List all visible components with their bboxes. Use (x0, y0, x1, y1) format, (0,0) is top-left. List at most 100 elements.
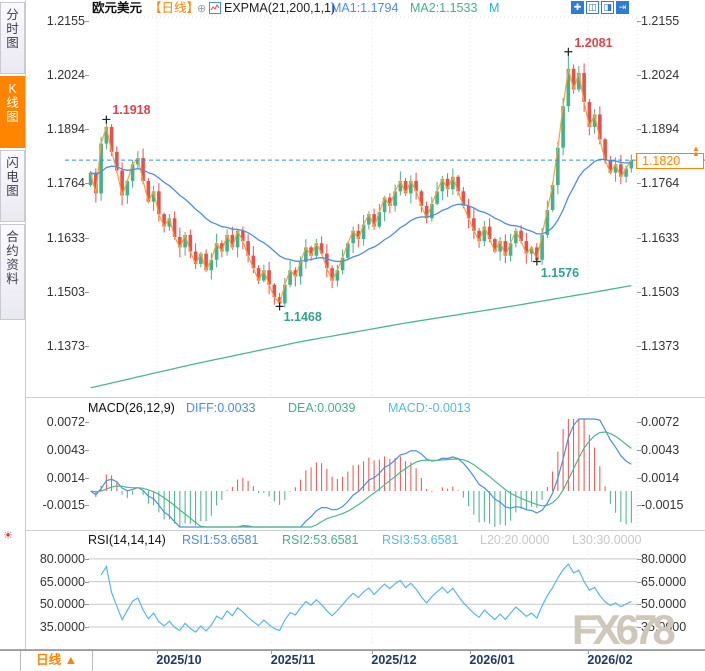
chart-toolbar: ✚ ◫ ◨ ⇥ (571, 1, 629, 14)
macd-axis-label: 0.0043 (641, 442, 680, 457)
macd-axis-label: 0.0014 (46, 470, 85, 485)
pan-right-icon[interactable]: ⇥ (616, 1, 629, 14)
axis-tick (637, 449, 641, 451)
axis-tick (85, 422, 89, 424)
price-annotation: 1.1468 (283, 310, 322, 325)
price-axis-label: 1.2024 (641, 68, 680, 83)
date-axis-label: 2025/10 (156, 653, 202, 667)
sidebar-tab-4[interactable]: 合约资料 (0, 224, 25, 320)
sidebar-tab-label: 分时图 (6, 8, 19, 50)
candlestick-chart-icon[interactable] (209, 2, 221, 17)
chart-type-sidebar: 分时图 K线图闪电图合约资料 ☀ (0, 0, 26, 671)
axis-tick (637, 422, 641, 424)
period-selector[interactable]: 日线 ▲ (20, 651, 93, 671)
macd-axis-label: -0.0015 (641, 498, 684, 513)
price-up-arrows-icon: ▲ ▲ (692, 144, 700, 158)
rsi-l20-label: L20:20.0000 (480, 533, 550, 547)
price-axis-label: 1.1503 (641, 284, 680, 299)
last-price-box: 1.1820 (636, 153, 704, 170)
axis-tick (85, 558, 89, 560)
axis-tick (85, 345, 89, 347)
axis-tick (85, 477, 89, 479)
macd-axis-label: 0.0072 (641, 415, 680, 430)
panel-separator (25, 530, 705, 531)
sidebar-tab-1[interactable]: 分时图 (0, 2, 25, 74)
axis-tick (637, 129, 641, 131)
rsi3-label: RSI3:53.6581 (382, 533, 459, 547)
sidebar-tab-2[interactable]: K线图 (0, 76, 25, 148)
date-axis-label: 2025/12 (371, 653, 417, 667)
main-price-chart[interactable] (25, 14, 705, 398)
price-annotation: 1.2081 (574, 35, 613, 50)
price-axis-label: 1.2155 (46, 14, 85, 28)
price-axis-label: 1.2024 (46, 68, 85, 83)
macd-value-label: MACD:-0.0013 (388, 401, 471, 415)
macd-axis-label: 0.0072 (46, 415, 85, 430)
rsi-l30-label: L30:30.0000 (572, 533, 642, 547)
sidebar-tab-label: 合约资料 (6, 230, 19, 286)
sidebar-tab-3[interactable]: 闪电图 (0, 150, 25, 222)
axis-tick (637, 183, 641, 185)
price-annotation: 1.1576 (540, 265, 580, 280)
axis-tick (85, 75, 89, 77)
macd-diff-label: DIFF:0.0033 (186, 401, 256, 415)
symbol-title: 欧元美元 (92, 1, 143, 15)
axis-tick (85, 449, 89, 451)
month-tick (271, 650, 272, 654)
rsi-axis-label: 35.0000 (641, 619, 687, 634)
date-axis-label: 2026/02 (587, 653, 633, 667)
axis-tick (637, 505, 641, 507)
rsi-axis-label: 65.0000 (39, 574, 85, 589)
add-overlay-icon[interactable]: ⊕ (197, 3, 207, 15)
alert-light-icon[interactable]: ☀ (3, 530, 13, 542)
price-axis-label: 1.1373 (641, 338, 680, 353)
price-axis-label: 1.1503 (46, 284, 85, 299)
price-axis-label: 1.1894 (641, 122, 680, 137)
price-axis-label: 1.1764 (46, 176, 85, 191)
rsi-axis-label: 50.0000 (641, 597, 687, 612)
price-axis-label: 1.1373 (46, 338, 85, 353)
axis-tick (85, 505, 89, 507)
watermark: FX678 (572, 606, 676, 653)
macd-title: MACD(26,12,9) (88, 401, 175, 415)
axis-tick (637, 604, 641, 606)
axis-tick (85, 291, 89, 293)
rsi-axis-label: 65.0000 (641, 574, 687, 589)
macd-panel-chart[interactable] (25, 416, 705, 530)
month-tick (470, 650, 471, 654)
rsi1-label: RSI1:53.6581 (182, 533, 259, 547)
axis-tick (637, 75, 641, 77)
price-axis-label: 1.1633 (46, 230, 85, 245)
axis-tick (85, 237, 89, 239)
price-annotation: 1.1918 (112, 103, 151, 118)
zoom-reset-icon[interactable]: ◨ (601, 1, 614, 14)
axis-tick (637, 558, 641, 560)
sidebar-tab-label: K线图 (6, 82, 19, 124)
axis-tick (85, 21, 89, 22)
axis-tick (637, 626, 641, 628)
macd-dea-label: DEA:0.0039 (288, 401, 356, 415)
rsi2-label: RSI2:53.6581 (282, 533, 359, 547)
month-tick (157, 650, 158, 654)
axis-tick (637, 21, 641, 22)
axis-tick (637, 581, 641, 583)
period-tag[interactable]: 【日线】 (149, 1, 200, 15)
date-axis-label: 2026/01 (469, 653, 515, 667)
indicator-label: EXPMA(21,200,1,1) (224, 1, 336, 15)
rsi-panel-chart[interactable] (25, 548, 705, 648)
last-price-value: 1.1820 (642, 154, 681, 169)
rsi-axis-label: 80.0000 (641, 551, 687, 566)
axis-tick (637, 345, 641, 347)
rsi-axis-label: 35.0000 (39, 619, 85, 634)
panel-separator (25, 397, 705, 398)
panel-separator (0, 649, 705, 650)
rsi-axis-label: 80.0000 (39, 551, 85, 566)
ma2-value-label: MA2:1.1533 (410, 1, 478, 15)
crosshair-move-icon[interactable]: ✚ (571, 1, 584, 14)
axis-tick (637, 237, 641, 239)
price-axis-label: 1.1894 (46, 122, 85, 137)
zoom-range-icon[interactable]: ◫ (586, 1, 599, 14)
price-axis-label: 1.1764 (641, 176, 680, 191)
sidebar-tab-label: 闪电图 (6, 156, 19, 198)
